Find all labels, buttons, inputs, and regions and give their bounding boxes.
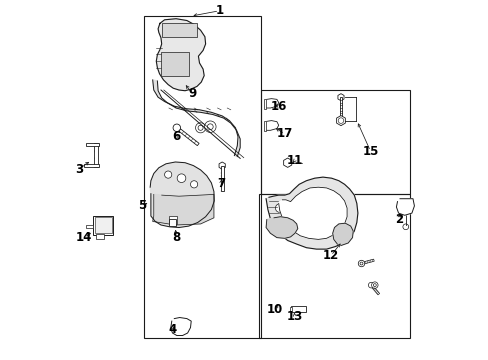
Text: 2: 2 bbox=[394, 213, 403, 226]
Bar bbox=[84, 164, 99, 167]
Text: 1: 1 bbox=[215, 4, 223, 17]
Bar bbox=[86, 225, 93, 228]
Polygon shape bbox=[265, 121, 278, 130]
Circle shape bbox=[164, 62, 170, 68]
Circle shape bbox=[371, 282, 377, 288]
Polygon shape bbox=[170, 318, 191, 336]
Circle shape bbox=[358, 260, 364, 267]
Circle shape bbox=[177, 174, 185, 183]
Circle shape bbox=[204, 121, 216, 132]
Bar bbox=[339, 97, 342, 116]
Text: 8: 8 bbox=[172, 231, 180, 244]
Circle shape bbox=[178, 62, 184, 68]
Polygon shape bbox=[179, 129, 199, 146]
Polygon shape bbox=[371, 287, 379, 295]
Polygon shape bbox=[156, 19, 205, 91]
Text: 12: 12 bbox=[322, 249, 338, 262]
Bar bbox=[168, 219, 176, 226]
Polygon shape bbox=[283, 158, 291, 167]
Bar bbox=[93, 216, 113, 235]
Text: 9: 9 bbox=[188, 87, 196, 100]
Bar bbox=[264, 121, 266, 131]
Polygon shape bbox=[337, 94, 344, 101]
Text: 3: 3 bbox=[75, 163, 83, 176]
Bar bbox=[94, 143, 98, 167]
Circle shape bbox=[359, 262, 362, 265]
Bar bbox=[95, 217, 111, 233]
Text: 11: 11 bbox=[286, 154, 303, 167]
Circle shape bbox=[338, 118, 343, 123]
Circle shape bbox=[177, 323, 183, 330]
Circle shape bbox=[207, 124, 213, 130]
Bar bbox=[161, 52, 189, 76]
Text: 14: 14 bbox=[76, 231, 92, 244]
Text: 4: 4 bbox=[168, 323, 176, 336]
Text: 6: 6 bbox=[172, 130, 180, 143]
Bar bbox=[143, 16, 260, 338]
Circle shape bbox=[95, 150, 98, 153]
Circle shape bbox=[190, 181, 197, 188]
Circle shape bbox=[402, 203, 408, 209]
Circle shape bbox=[101, 222, 106, 228]
Text: 7: 7 bbox=[217, 177, 224, 190]
Text: 10: 10 bbox=[266, 303, 283, 316]
Polygon shape bbox=[278, 187, 346, 239]
Polygon shape bbox=[363, 259, 373, 264]
Polygon shape bbox=[150, 162, 214, 228]
Circle shape bbox=[306, 208, 317, 219]
Bar bbox=[169, 216, 177, 224]
Polygon shape bbox=[265, 99, 278, 108]
Text: 13: 13 bbox=[286, 310, 303, 323]
Text: 5: 5 bbox=[138, 199, 146, 212]
Circle shape bbox=[367, 282, 373, 288]
Circle shape bbox=[329, 194, 337, 203]
Polygon shape bbox=[332, 223, 352, 246]
Polygon shape bbox=[396, 199, 413, 215]
Circle shape bbox=[195, 123, 205, 133]
Bar bbox=[220, 166, 223, 191]
Bar bbox=[86, 143, 99, 146]
Bar bbox=[162, 23, 196, 37]
Circle shape bbox=[164, 171, 171, 178]
Polygon shape bbox=[265, 217, 297, 238]
Bar bbox=[260, 90, 409, 194]
Bar bbox=[258, 194, 409, 338]
Text: 15: 15 bbox=[362, 145, 378, 158]
Circle shape bbox=[373, 284, 375, 287]
Polygon shape bbox=[336, 116, 345, 126]
Polygon shape bbox=[152, 194, 213, 225]
Bar bbox=[96, 234, 104, 239]
Circle shape bbox=[198, 125, 203, 130]
Text: 16: 16 bbox=[270, 100, 286, 113]
Circle shape bbox=[275, 204, 284, 212]
Circle shape bbox=[301, 202, 322, 224]
Polygon shape bbox=[219, 162, 225, 169]
Bar bbox=[291, 306, 306, 312]
Bar bbox=[264, 99, 266, 109]
Circle shape bbox=[95, 157, 98, 160]
Circle shape bbox=[190, 26, 196, 31]
Polygon shape bbox=[152, 80, 240, 157]
Circle shape bbox=[358, 261, 364, 266]
Text: 17: 17 bbox=[276, 127, 292, 140]
Circle shape bbox=[402, 224, 408, 230]
Bar bbox=[289, 307, 292, 311]
Polygon shape bbox=[265, 177, 357, 249]
Circle shape bbox=[173, 124, 180, 131]
Circle shape bbox=[181, 26, 186, 32]
Circle shape bbox=[169, 25, 177, 32]
